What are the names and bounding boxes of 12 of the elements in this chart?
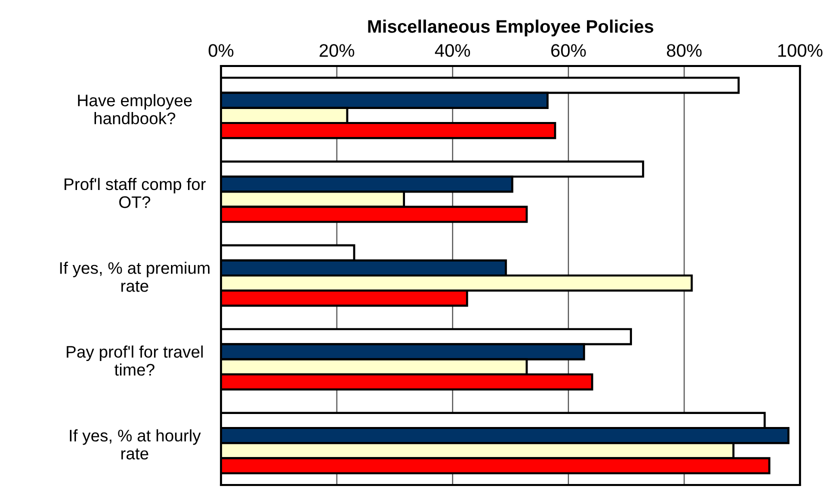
y-tick-label: If yes, % at hourly rate [70, 429, 201, 460]
y-tick-label: Have employee handbook? [78, 94, 192, 124]
x-tick-label: 0% [208, 44, 234, 57]
y-tick-label: Pay prof'l for travel time? [66, 345, 203, 376]
y-tick-label: If yes, % at premium rate [60, 262, 210, 292]
x-tick-label: 20% [320, 44, 354, 57]
x-tick-label: 60% [551, 44, 586, 57]
y-tick-label: Prof'l staff comp for OT? [64, 178, 206, 208]
x-tick-label: 100% [778, 44, 822, 57]
chart-title: Miscellaneous Employee Policies [368, 20, 654, 36]
x-tick-label: 80% [666, 44, 702, 57]
x-tick-label: 40% [434, 44, 470, 57]
